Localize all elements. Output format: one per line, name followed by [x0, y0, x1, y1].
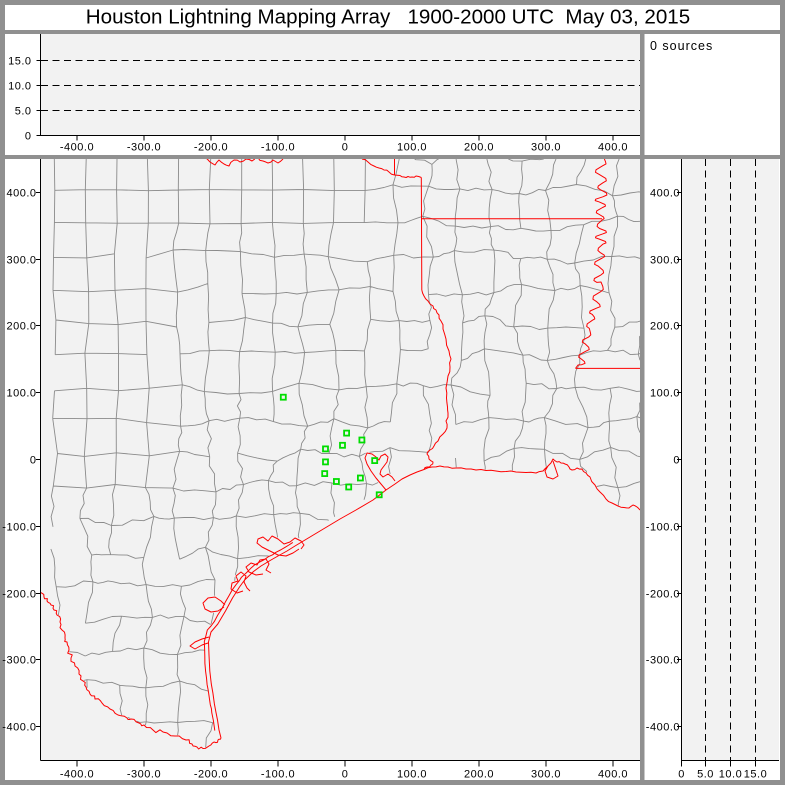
svg-text:15.0: 15.0 [744, 769, 767, 781]
svg-text:-300.0: -300.0 [2, 654, 36, 666]
svg-text:0 sources: 0 sources [650, 39, 713, 53]
svg-text:400.0: 400.0 [6, 187, 36, 199]
svg-text:0: 0 [673, 454, 680, 466]
svg-text:-100.0: -100.0 [261, 769, 295, 781]
svg-text:15.0: 15.0 [8, 55, 31, 67]
svg-text:-400.0: -400.0 [60, 769, 94, 781]
svg-text:0: 0 [678, 769, 685, 781]
svg-text:100.0: 100.0 [397, 769, 427, 781]
svg-text:300.0: 300.0 [531, 769, 561, 781]
svg-text:-400.0: -400.0 [646, 721, 680, 733]
svg-text:-200.0: -200.0 [194, 142, 228, 154]
svg-text:400.0: 400.0 [598, 769, 628, 781]
svg-text:200.0: 200.0 [6, 320, 36, 332]
svg-text:-400.0: -400.0 [60, 142, 94, 154]
svg-text:-100.0: -100.0 [261, 142, 295, 154]
svg-text:-300.0: -300.0 [127, 769, 161, 781]
svg-text:-400.0: -400.0 [2, 721, 36, 733]
svg-text:-300.0: -300.0 [646, 654, 680, 666]
svg-text:-200.0: -200.0 [646, 588, 680, 600]
svg-text:-200.0: -200.0 [2, 588, 36, 600]
svg-text:5.0: 5.0 [697, 769, 714, 781]
svg-text:200.0: 200.0 [464, 769, 494, 781]
svg-text:400.0: 400.0 [598, 142, 628, 154]
svg-text:100.0: 100.0 [650, 387, 680, 399]
svg-text:-100.0: -100.0 [2, 521, 36, 533]
svg-text:200.0: 200.0 [650, 320, 680, 332]
svg-text:200.0: 200.0 [464, 142, 494, 154]
svg-text:-300.0: -300.0 [127, 142, 161, 154]
svg-text:100.0: 100.0 [397, 142, 427, 154]
svg-text:0: 0 [30, 454, 37, 466]
svg-text:300.0: 300.0 [6, 254, 36, 266]
svg-text:100.0: 100.0 [6, 387, 36, 399]
svg-text:10.0: 10.0 [719, 769, 742, 781]
svg-text:-100.0: -100.0 [646, 521, 680, 533]
svg-text:0: 0 [342, 769, 349, 781]
svg-text:5.0: 5.0 [15, 105, 32, 117]
svg-text:300.0: 300.0 [650, 254, 680, 266]
svg-text:10.0: 10.0 [8, 80, 31, 92]
svg-text:-200.0: -200.0 [194, 769, 228, 781]
svg-text:0: 0 [25, 130, 32, 142]
svg-text:300.0: 300.0 [531, 142, 561, 154]
svg-text:400.0: 400.0 [650, 187, 680, 199]
svg-text:0: 0 [342, 142, 349, 154]
svg-text:Houston Lightning Mapping Arra: Houston Lightning Mapping Array 1900-200… [86, 6, 690, 29]
